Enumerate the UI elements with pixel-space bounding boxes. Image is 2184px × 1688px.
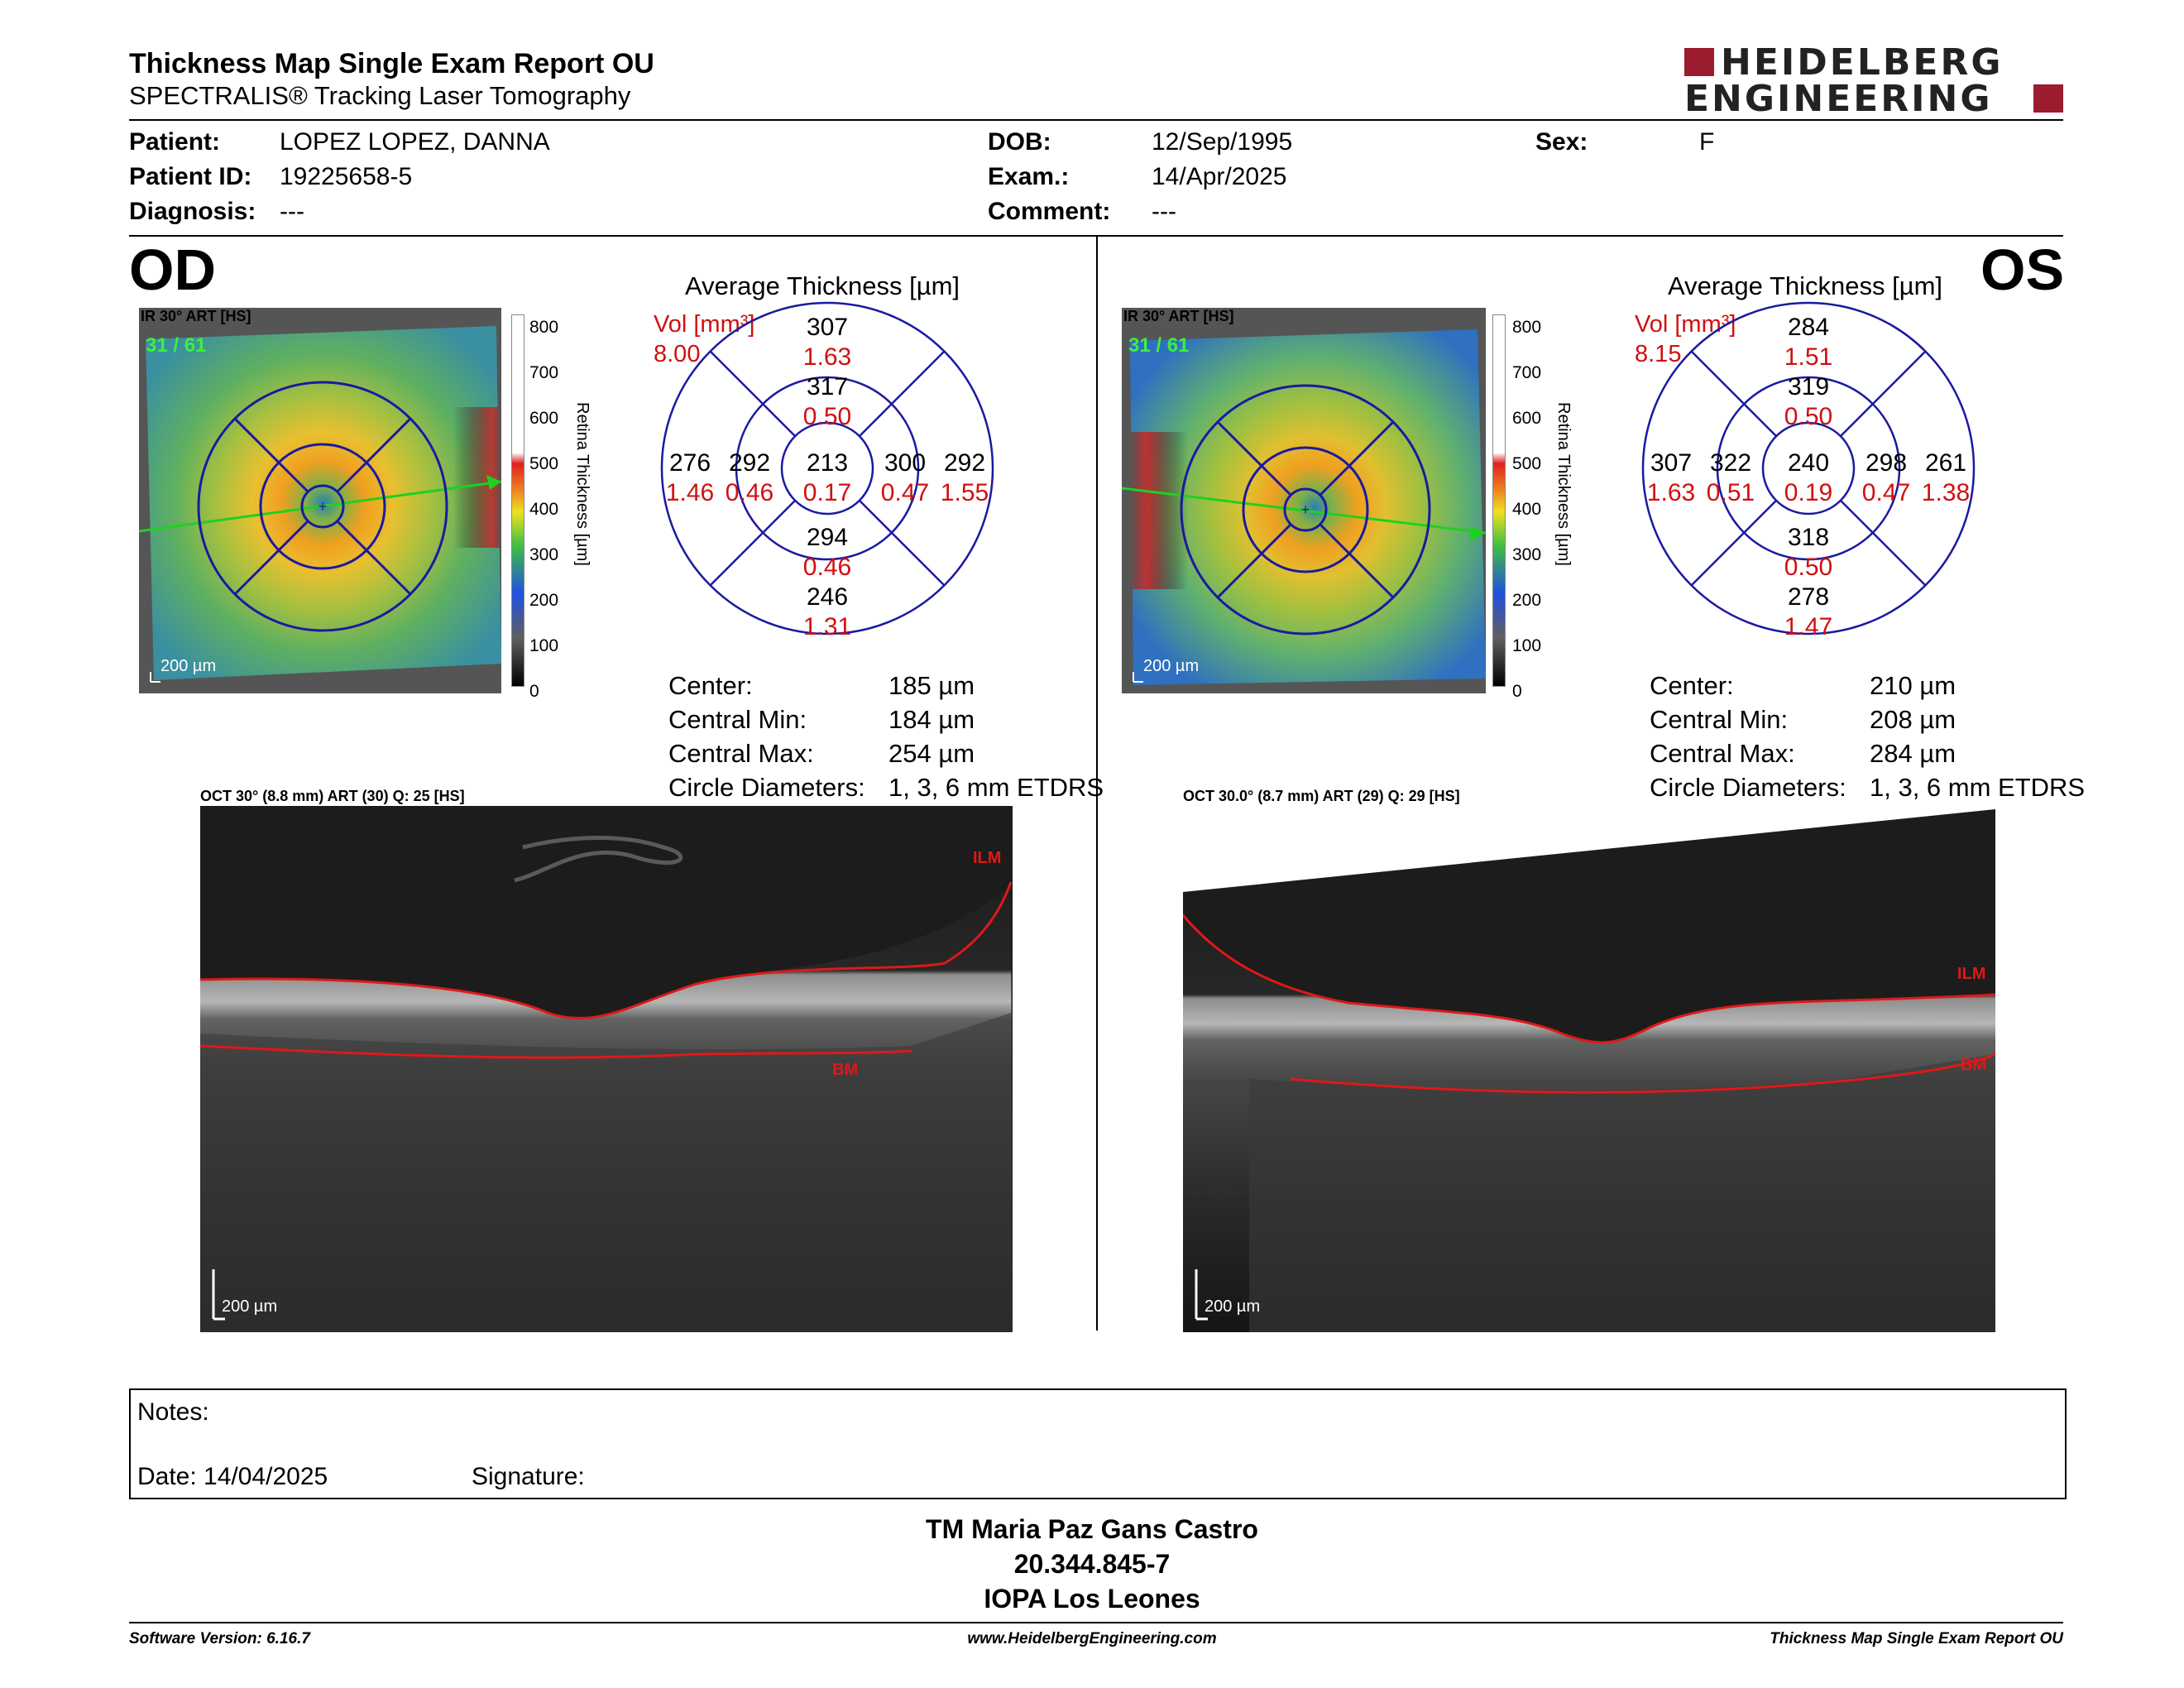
os-etdrs-grid: 284 1.51 319 0.50 240 0.19 318 0.50 278 1.47 … xyxy=(1641,301,1976,640)
os-stats-labels: Center: Central Min: Central Max: Circle Di… xyxy=(1650,671,1846,802)
os-eye-label: OS xyxy=(1980,237,2065,302)
comment-label: Comment: xyxy=(988,198,1111,225)
od-etdrs-grid: 307 1.63 317 0.50 213 0.17 294 0.46 246 1.31 … xyxy=(660,301,994,640)
report-subtitle: SPECTRALIS® Tracking Laser Tomography xyxy=(129,81,631,110)
os-ir-label: IR 30° ART [HS] xyxy=(1123,308,1234,324)
os-thickness-map: + IR 30° ART [HS] 31 / 61 200 µm xyxy=(1121,308,1511,701)
od-stats-values: 185 µm 184 µm 254 µm 1, 3, 6 mm ETDRS xyxy=(888,671,1104,802)
diagnosis-value: --- xyxy=(280,198,304,225)
os-outer-left: 307 1.63 xyxy=(1646,449,1696,506)
software-version: Software Version: 6.16.7 xyxy=(129,1630,310,1647)
os-bm-label: BM xyxy=(1961,1056,1987,1074)
os-vol-value: 8.15 xyxy=(1635,341,1682,367)
notes-signature-label: Signature: xyxy=(472,1463,585,1490)
od-frame-counter: 31 / 61 xyxy=(146,334,207,357)
os-vol-label: Vol [mm³] xyxy=(1635,311,1736,338)
os-inner-superior: 319 0.50 xyxy=(1784,373,1833,430)
od-avg-title: Average Thickness [µm] xyxy=(685,271,960,300)
os-map-scale: 200 µm xyxy=(1143,657,1200,675)
os-avg-title: Average Thickness [µm] xyxy=(1668,271,1943,300)
od-oct-scan: ILM BM 200 µm xyxy=(199,806,1013,1336)
od-outer-left: 276 1.46 xyxy=(665,449,715,506)
od-outer-right: 292 1.55 xyxy=(940,449,989,506)
os-center: 240 0.19 xyxy=(1784,449,1833,506)
dob-label: DOB: xyxy=(988,128,1051,156)
os-inner-left: 322 0.51 xyxy=(1706,449,1755,506)
header-divider xyxy=(129,119,2063,121)
diagnosis-label: Diagnosis: xyxy=(129,198,256,225)
website-link[interactable]: www.HeidelbergEngineering.com xyxy=(967,1630,1217,1647)
os-stats-values: 210 µm 208 µm 284 µm 1, 3, 6 mm ETDRS xyxy=(1870,671,2086,802)
signatory-org: IOPA Los Leones xyxy=(984,1584,1200,1614)
signatory-id: 20.344.845-7 xyxy=(1013,1549,1171,1579)
exam-value: 14/Apr/2025 xyxy=(1152,163,1287,190)
patient-label: Patient: xyxy=(129,128,221,156)
od-map-scale: 200 µm xyxy=(160,657,217,675)
report-title: Thickness Map Single Exam Report OU xyxy=(129,48,654,79)
od-inner-left: 292 0.46 xyxy=(725,449,774,506)
patient-divider xyxy=(129,235,2063,237)
logo-line2: ENGINEERING xyxy=(1684,78,1993,120)
od-ilm-label: ILM xyxy=(973,849,1002,867)
os-colorbar-title: Retina Thickness [µm] xyxy=(1554,402,1573,566)
dob-value: 12/Sep/1995 xyxy=(1152,128,1293,156)
svg-text:+: + xyxy=(318,498,328,515)
os-oct-scale: 200 µm xyxy=(1205,1297,1261,1316)
notes-label: Notes: xyxy=(137,1398,209,1426)
od-center: 213 0.17 xyxy=(802,449,852,506)
svg-text:+: + xyxy=(1301,501,1310,518)
od-outer-superior: 307 1.63 xyxy=(802,314,852,371)
od-inner-right: 300 0.47 xyxy=(880,449,930,506)
patient-id-label: Patient ID: xyxy=(129,163,252,190)
od-oct-label: OCT 30° (8.8 mm) ART (30) Q: 25 [HS] xyxy=(200,788,465,804)
os-outer-superior: 284 1.51 xyxy=(1784,314,1833,371)
od-vol-label: Vol [mm³] xyxy=(654,311,755,338)
od-volume: Vol [mm³] 8.00 xyxy=(654,309,754,369)
os-ilm-label: ILM xyxy=(1957,965,1986,983)
comment-value: --- xyxy=(1152,198,1176,225)
signatory-name: TM Maria Paz Gans Castro xyxy=(926,1514,1258,1544)
os-inner-inferior: 318 0.50 xyxy=(1784,524,1833,581)
od-colorbar-ticks: 800 700 600 500 400 300 200 100 0 xyxy=(529,318,559,701)
os-oct-label: OCT 30.0° (8.7 mm) ART (29) Q: 29 [HS] xyxy=(1183,788,1460,804)
os-outer-inferior: 278 1.47 xyxy=(1784,583,1833,640)
logo-line1: HEIDELBERG xyxy=(1721,41,2004,84)
od-outer-inferior: 246 1.31 xyxy=(802,583,852,640)
os-colorbar xyxy=(1492,314,1506,687)
os-colorbar-ticks: 800 700 600 500 400 300 200 100 0 xyxy=(1512,318,1542,701)
od-colorbar-title: Retina Thickness [µm] xyxy=(573,402,592,566)
patient-id: 19225658-5 xyxy=(280,163,413,190)
patient-name: LOPEZ LOPEZ, DANNA xyxy=(280,128,550,156)
footer-divider xyxy=(129,1622,2063,1623)
od-bm-label: BM xyxy=(832,1061,859,1079)
od-thickness-map: + IR 30° ART [HS] 31 / 61 200 µm xyxy=(138,308,528,701)
os-volume: Vol [mm³] 8.15 xyxy=(1635,309,1736,369)
eye-divider xyxy=(1096,237,1098,1331)
od-eye-label: OD xyxy=(129,237,216,302)
od-ir-label: IR 30° ART [HS] xyxy=(141,308,251,324)
notes-date: Date: 14/04/2025 xyxy=(137,1463,328,1490)
od-oct-scale: 200 µm xyxy=(222,1297,278,1316)
os-inner-right: 298 0.47 xyxy=(1861,449,1911,506)
sex-label: Sex: xyxy=(1535,128,1588,156)
notes-box[interactable]: Notes: Date: 14/04/2025 Signature: xyxy=(129,1388,2067,1499)
od-colorbar xyxy=(511,314,524,687)
od-stats-labels: Center: Central Min: Central Max: Circle Di… xyxy=(668,671,865,802)
footer-report-name: Thickness Map Single Exam Report OU xyxy=(1770,1630,2063,1647)
od-inner-superior: 317 0.50 xyxy=(802,373,852,430)
sex-value: F xyxy=(1699,128,1715,156)
os-frame-counter: 31 / 61 xyxy=(1128,334,1190,357)
od-vol-value: 8.00 xyxy=(654,341,701,367)
os-oct-scan: ILM BM 200 µm xyxy=(1181,806,1996,1336)
od-inner-inferior: 294 0.46 xyxy=(802,524,852,581)
brand-logo: HEIDELBERG ENGINEERING xyxy=(1684,41,2065,120)
exam-label: Exam.: xyxy=(988,163,1070,190)
os-outer-right: 261 1.38 xyxy=(1921,449,1971,506)
